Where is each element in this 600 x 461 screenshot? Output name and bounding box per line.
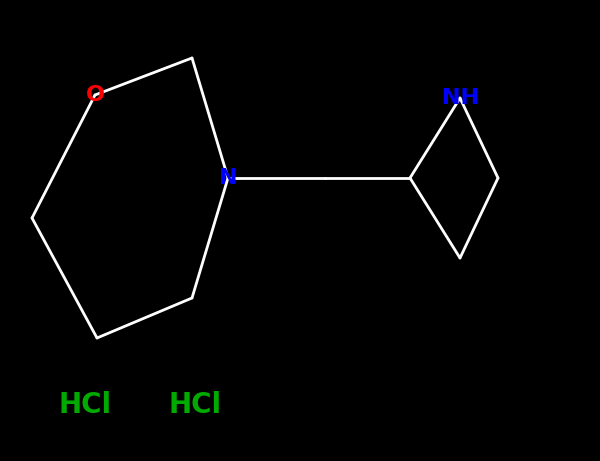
Text: N: N	[219, 168, 237, 188]
Text: O: O	[86, 85, 104, 105]
Text: HCl: HCl	[58, 391, 112, 419]
Text: HCl: HCl	[169, 391, 221, 419]
Text: NH: NH	[442, 88, 479, 108]
